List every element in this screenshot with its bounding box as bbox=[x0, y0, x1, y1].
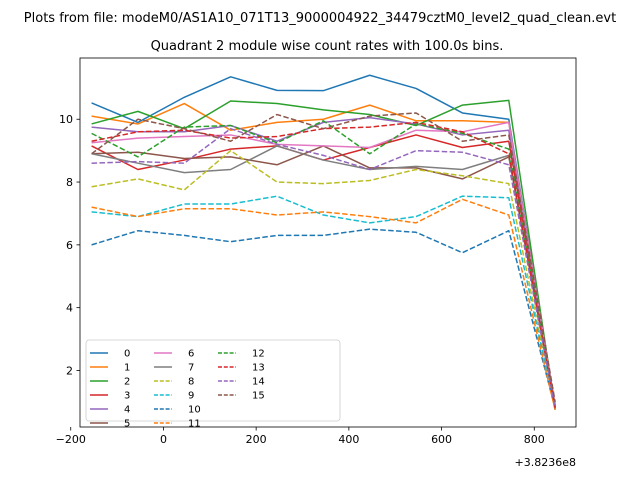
series-line-8 bbox=[91, 149, 556, 410]
x-tick-label: 200 bbox=[246, 433, 267, 446]
legend-label: 2 bbox=[124, 377, 130, 388]
legend-item-14: 14 bbox=[218, 377, 265, 388]
x-axis-ticks: −200 0 200 400 600 800 bbox=[56, 427, 545, 446]
series-line-4 bbox=[91, 116, 556, 409]
legend-item-3: 3 bbox=[90, 391, 130, 402]
y-tick-label: 2 bbox=[66, 364, 73, 377]
legend-item-2: 2 bbox=[90, 377, 130, 388]
legend-item-6: 6 bbox=[154, 349, 194, 360]
legend-item-5: 5 bbox=[90, 419, 130, 430]
legend-item-13: 13 bbox=[218, 363, 265, 374]
legend-item-7: 7 bbox=[154, 363, 194, 374]
legend-label: 1 bbox=[124, 363, 130, 374]
x-tick-label: 600 bbox=[431, 433, 452, 446]
legend-label: 9 bbox=[188, 391, 194, 402]
y-axis-ticks: 2 4 6 8 10 bbox=[59, 113, 80, 377]
x-tick-label: 400 bbox=[338, 433, 359, 446]
y-tick-label: 4 bbox=[66, 302, 73, 315]
y-tick-label: 10 bbox=[59, 113, 73, 126]
x-offset-label: +3.8236e8 bbox=[515, 456, 576, 469]
legend-label: 7 bbox=[188, 363, 194, 374]
y-tick-label: 6 bbox=[66, 239, 73, 252]
legend-frame bbox=[85, 339, 341, 422]
legend-item-4: 4 bbox=[90, 405, 130, 416]
series-line-0 bbox=[91, 74, 556, 407]
legend-item-1: 1 bbox=[90, 363, 130, 374]
legend-label: 12 bbox=[252, 349, 265, 360]
legend-item-10: 10 bbox=[154, 405, 201, 416]
x-tick-label: 0 bbox=[160, 433, 167, 446]
legend-item-9: 9 bbox=[154, 391, 194, 402]
x-tick-label: −200 bbox=[56, 433, 86, 446]
legend-label: 5 bbox=[124, 419, 130, 430]
series-line-7 bbox=[91, 145, 556, 409]
series-line-11 bbox=[91, 198, 556, 410]
x-tick-label: 800 bbox=[524, 433, 545, 446]
legend-item-15: 15 bbox=[218, 391, 265, 402]
legend-label: 6 bbox=[188, 349, 194, 360]
legend-label: 0 bbox=[124, 349, 130, 360]
chart-title: Quadrant 2 module wise count rates with … bbox=[151, 39, 504, 54]
series-layer bbox=[91, 74, 556, 410]
legend-item-0: 0 bbox=[90, 349, 130, 360]
figure-suptitle: Plots from file: modeM0/AS1A10_071T13_90… bbox=[24, 11, 616, 26]
legend-item-11: 11 bbox=[154, 419, 201, 430]
series-line-9 bbox=[91, 195, 556, 410]
series-line-10 bbox=[91, 228, 556, 409]
series-line-15 bbox=[91, 112, 556, 403]
legend-label: 11 bbox=[188, 419, 201, 430]
plot-frame bbox=[79, 57, 577, 428]
legend-item-8: 8 bbox=[154, 377, 194, 388]
series-line-2 bbox=[91, 99, 556, 410]
legend-label: 15 bbox=[252, 391, 265, 402]
y-tick-label: 8 bbox=[66, 176, 73, 189]
legend-label: 14 bbox=[252, 377, 265, 388]
legend-label: 4 bbox=[124, 405, 130, 416]
legend-label: 10 bbox=[188, 405, 201, 416]
series-line-14 bbox=[91, 127, 556, 409]
legend-label: 8 bbox=[188, 377, 194, 388]
legend-item-12: 12 bbox=[218, 349, 265, 360]
series-line-1 bbox=[91, 102, 556, 409]
legend-label: 3 bbox=[124, 391, 130, 402]
legend-label: 13 bbox=[252, 363, 265, 374]
